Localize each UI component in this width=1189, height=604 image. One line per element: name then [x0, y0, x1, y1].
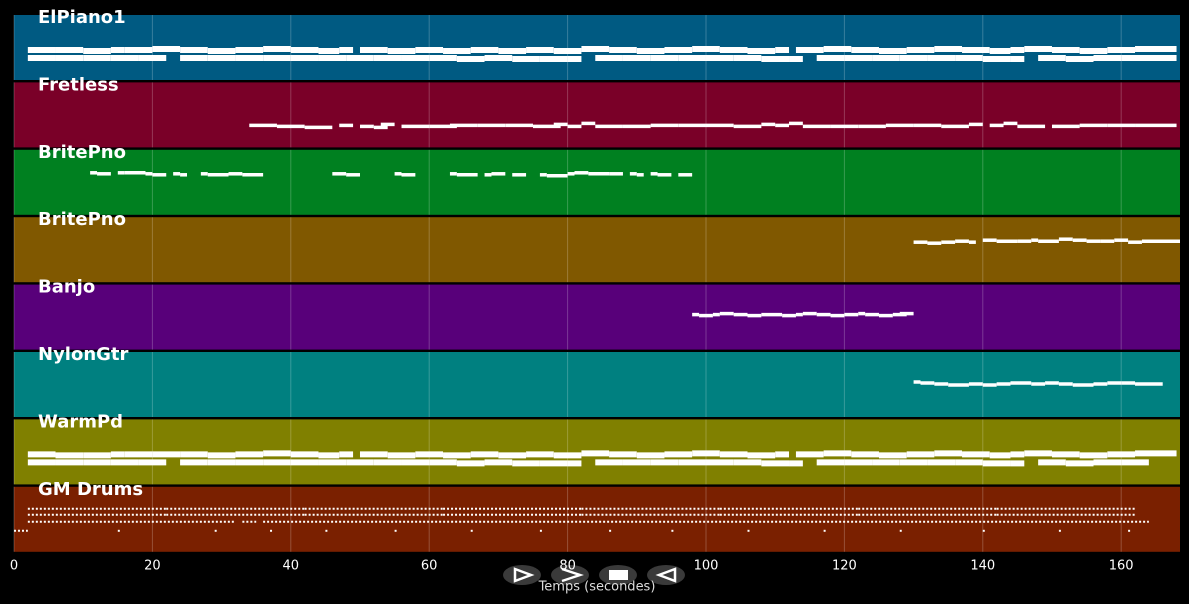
- track-lane: [14, 486, 1180, 552]
- x-tick-label: 120: [832, 559, 857, 574]
- track-lane: [14, 217, 1180, 283]
- x-tick-label: 160: [1109, 559, 1134, 574]
- x-axis-label: Temps (secondes): [538, 580, 656, 595]
- back-icon: [655, 567, 677, 583]
- x-tick-label: 140: [970, 559, 995, 574]
- x-tick-label: 60: [421, 559, 438, 574]
- track-name: WarmPd: [38, 411, 123, 432]
- track-name: Fretless: [38, 74, 119, 95]
- stop-icon: [609, 570, 628, 580]
- play-icon: [513, 567, 535, 583]
- track-lane: [14, 82, 1180, 148]
- lanes: ElPiano1 Fretless BritePno BritePno Banjo Nyl…: [13, 7, 1180, 552]
- x-tick-label: 20: [144, 559, 161, 574]
- play-button[interactable]: [503, 565, 541, 585]
- track-name: NylonGtr: [38, 344, 129, 365]
- track-lane: [14, 284, 1180, 350]
- forward-button[interactable]: [551, 565, 589, 585]
- x-tick-label: 40: [283, 559, 300, 574]
- x-tick-label: 0: [10, 559, 18, 574]
- x-tick-label: 80: [559, 559, 576, 574]
- track-name: GM Drums: [38, 479, 143, 500]
- track-name: BritePno: [38, 142, 126, 163]
- track-name: ElPiano1: [38, 7, 126, 28]
- track-name: BritePno: [38, 209, 126, 230]
- track-name: Banjo: [38, 277, 95, 298]
- x-tick-label: 100: [694, 559, 719, 574]
- track-lane: [14, 149, 1180, 215]
- transport-controls: [503, 565, 685, 585]
- forward-icon: [561, 567, 584, 583]
